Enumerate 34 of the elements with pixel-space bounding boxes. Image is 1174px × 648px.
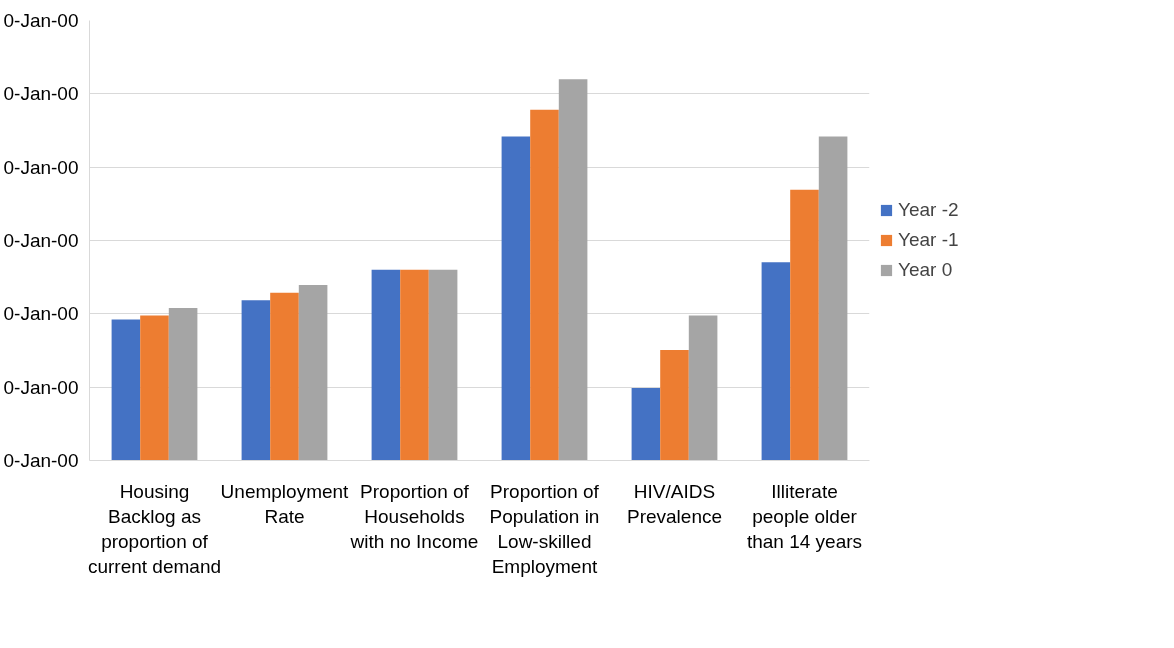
- bar: [400, 269, 429, 461]
- bar: [688, 315, 718, 461]
- bar: [631, 388, 661, 461]
- bar: [168, 307, 198, 461]
- text: 0-Jan-00: [3, 10, 79, 31]
- x-tick-label: Illiterate people older than 14 years: [746, 480, 863, 552]
- legend-label: Year -1: [898, 229, 959, 251]
- bar: [501, 136, 531, 461]
- bar: [761, 262, 791, 461]
- text: 0-Jan-00: [3, 83, 79, 105]
- bar: [140, 315, 169, 461]
- legend-label: Year 0: [898, 259, 953, 281]
- x-tick-label: Proportion of Households with no Income: [349, 480, 479, 552]
- bar: [298, 285, 328, 461]
- text: 0-Jan-00: [3, 303, 79, 325]
- bar: [530, 109, 559, 461]
- x-tick-label: Proportion of Population in Low-skilled Employment: [489, 480, 600, 578]
- x-tick-label: Housing Backlog as proportion of current demand: [87, 480, 222, 578]
- legend-label: Year -2: [898, 199, 959, 221]
- x-tick-label: Unemployment Rate: [220, 480, 350, 527]
- bar: [111, 319, 141, 461]
- bar: [790, 189, 819, 461]
- bar: [270, 292, 299, 461]
- bar: [818, 136, 848, 461]
- bar: [241, 300, 271, 461]
- bar: [371, 269, 401, 461]
- x-tick-label: HIV/AIDS Prevalence: [626, 480, 723, 527]
- text: 0-Jan-00: [3, 156, 79, 178]
- text: 0-Jan-00: [3, 230, 79, 251]
- text: 0-Jan-00: [3, 450, 79, 471]
- bar: [558, 79, 588, 461]
- bar: [660, 349, 689, 461]
- text: 0-Jan-00: [3, 376, 79, 398]
- bar: [428, 269, 458, 461]
